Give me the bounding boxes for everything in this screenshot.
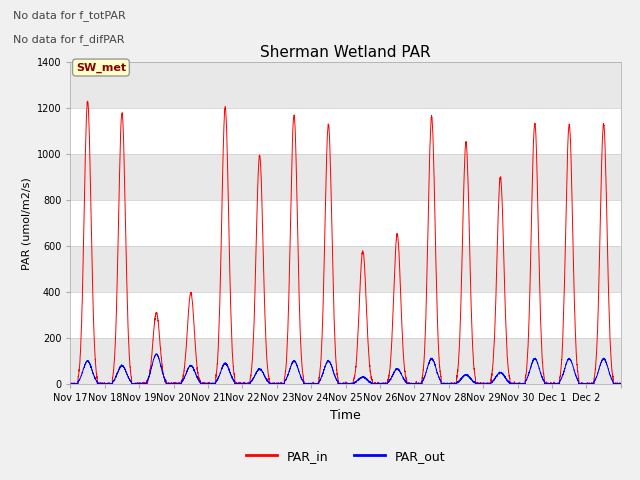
Bar <box>70 154 621 200</box>
Bar <box>70 338 621 384</box>
Text: SW_met: SW_met <box>76 62 126 72</box>
Y-axis label: PAR (umol/m2/s): PAR (umol/m2/s) <box>21 177 31 270</box>
Title: Sherman Wetland PAR: Sherman Wetland PAR <box>260 45 431 60</box>
Legend: PAR_in, PAR_out: PAR_in, PAR_out <box>241 445 451 468</box>
X-axis label: Time: Time <box>330 408 361 421</box>
Text: No data for f_totPAR: No data for f_totPAR <box>13 10 125 21</box>
Text: No data for f_difPAR: No data for f_difPAR <box>13 34 124 45</box>
Bar <box>70 62 621 108</box>
Bar <box>70 246 621 292</box>
